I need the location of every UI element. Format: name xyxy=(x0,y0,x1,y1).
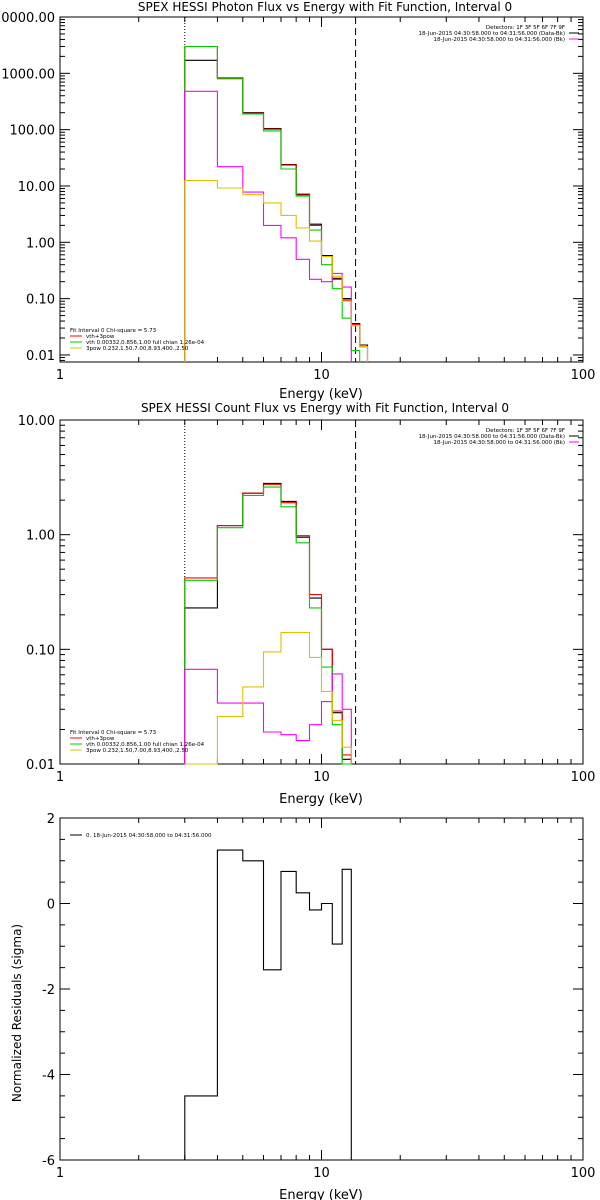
y-tick-label: 1.00 xyxy=(26,236,55,251)
y-tick-label: 0.10 xyxy=(26,643,55,658)
legend-left-text: 0. 18-Jun-2015 04:30:58.000 to 04:31:56.… xyxy=(86,833,212,839)
y-tick-label: 1000.00 xyxy=(1,67,55,82)
residuals-ylabel: Normalized Residuals (sigma) xyxy=(10,924,24,1102)
x-tick-label: 1 xyxy=(56,770,64,785)
legend-left-text: 3pow 0.232,1.50,7.00,8.93,400.,2.50 xyxy=(86,346,189,352)
y-tick-label: 0 xyxy=(47,898,55,913)
legend-left-text: vth+3pow xyxy=(86,334,115,340)
series-red-histogram xyxy=(184,483,352,764)
y-tick-label: 0.01 xyxy=(26,349,55,364)
x-tick-label: 10 xyxy=(313,368,330,383)
series-magenta-histogram xyxy=(184,668,352,764)
series-red-histogram xyxy=(184,45,369,362)
legend-right-text: 18-Jun-2015 04:30:58.000 to 04:31:56.000… xyxy=(419,31,565,37)
count-flux-xlabel: Energy (keV) xyxy=(279,792,363,807)
y-tick-label: 0.10 xyxy=(26,293,55,308)
legend-left-text: vth 0.00332,0.856,1.00 full chian 1.26e-… xyxy=(86,742,205,748)
y-tick-label: 2 xyxy=(47,812,55,827)
legend-right-text: 18-Jun-2015 04:30:58.000 to 04:31:56.000… xyxy=(419,434,565,440)
count-flux-title: SPEX HESSI Count Flux vs Energy with Fit… xyxy=(141,401,509,415)
legend-right-text: 18-Jun-2015 04:30:58.000 to 04:31:56.000… xyxy=(433,37,565,43)
photon-flux-panel: SPEX HESSI Photon Flux vs Energy with Fi… xyxy=(0,0,595,402)
legend-right-text: Detectors: 1F 3F 5F 6F 7F 9F xyxy=(486,25,565,31)
photon-flux-title: SPEX HESSI Photon Flux vs Energy with Fi… xyxy=(138,0,512,14)
legend-left-text: vth+3pow xyxy=(86,736,115,742)
y-tick-label: -6 xyxy=(42,1154,55,1169)
y-tick-label: 100.00 xyxy=(10,124,56,139)
legend-left-text: Fit Interval 0 Chi-square = 5.73 xyxy=(70,328,157,334)
legend-right-text: Detectors: 1F 3F 5F 6F 7F 9F xyxy=(486,428,565,434)
y-tick-label: -2 xyxy=(42,983,55,998)
x-tick-label: 100 xyxy=(571,1166,596,1181)
y-tick-label: 0.01 xyxy=(26,758,55,773)
series-black-histogram xyxy=(184,59,369,362)
residuals-panel: Energy (keV) Normalized Residuals (sigma… xyxy=(10,812,595,1200)
series-green-histogram xyxy=(184,45,361,362)
series-yellow-histogram xyxy=(184,179,369,362)
legend-left-text: 3pow 0.232,1.50,7.00,8.93,400.,2.50 xyxy=(86,748,189,754)
series-green-histogram xyxy=(184,486,352,765)
x-tick-label: 100 xyxy=(571,368,596,383)
residuals-xlabel: Energy (keV) xyxy=(279,1188,363,1200)
y-tick-label: 10.00 xyxy=(18,414,55,429)
x-tick-label: 10 xyxy=(313,770,330,785)
count-flux-panel: SPEX HESSI Count Flux vs Energy with Fit… xyxy=(18,401,596,807)
y-tick-label: 10.00 xyxy=(18,180,55,195)
legend-left-text: Fit Interval 0 Chi-square = 5.73 xyxy=(70,730,157,736)
y-tick-label: -4 xyxy=(42,1069,55,1084)
x-tick-label: 1 xyxy=(56,368,64,383)
plot-frame xyxy=(59,817,584,1161)
y-tick-label: 1.00 xyxy=(26,529,55,544)
legend-left-text: vth 0.00332,0.856,1.00 full chian 1.26e-… xyxy=(86,340,205,346)
x-tick-label: 100 xyxy=(571,770,596,785)
x-tick-label: 1 xyxy=(56,1166,64,1181)
plot-frame xyxy=(59,16,584,363)
series-yellow-histogram xyxy=(184,632,352,765)
series-black-histogram xyxy=(184,849,352,1160)
series-black-histogram xyxy=(184,482,352,764)
x-tick-label: 10 xyxy=(313,1166,330,1181)
photon-flux-xlabel: Energy (keV) xyxy=(279,387,363,402)
legend-right-text: 18-Jun-2015 04:30:58.000 to 04:31:56.000… xyxy=(433,440,565,446)
series-magenta-histogram xyxy=(184,90,352,362)
